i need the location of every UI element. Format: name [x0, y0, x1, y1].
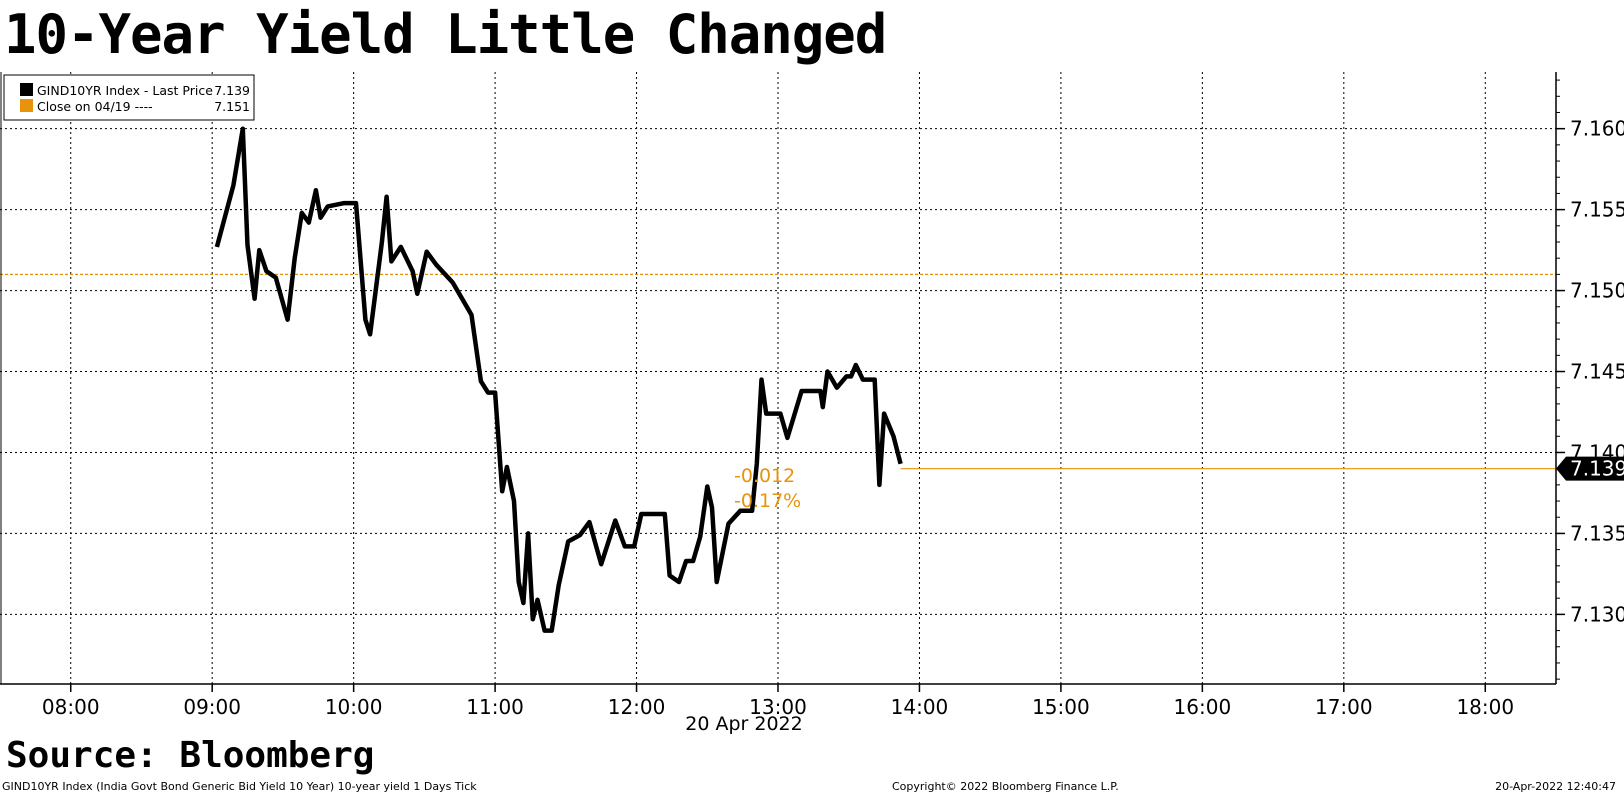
- last-value-badge: 7.139: [1556, 456, 1624, 481]
- legend-value-last-price: 7.139: [214, 83, 250, 98]
- change-pct-annotation: -0.17%: [734, 490, 801, 512]
- footer-timestamp: 20-Apr-2022 12:40:47: [1495, 780, 1616, 793]
- last-value-badge-shape: [1556, 456, 1624, 481]
- x-tick-label-8: 16:00: [1174, 695, 1232, 719]
- legend-swatch-close: [20, 99, 33, 112]
- x-tick-label-9: 17:00: [1315, 695, 1373, 719]
- legend: GIND10YR Index - Last Price 7.139 Close …: [3, 74, 255, 121]
- series-line-gind10yr: [214, 126, 903, 633]
- legend-value-close: 7.151: [214, 99, 250, 114]
- y-tick-label-5: 7.155: [1570, 198, 1624, 222]
- footer-description: GIND10YR Index (India Govt Bond Generic …: [2, 780, 477, 793]
- last-value-text: 7.139: [1570, 457, 1624, 481]
- x-tick-label-10: 18:00: [1456, 695, 1514, 719]
- x-tick-label-7: 15:00: [1032, 695, 1090, 719]
- legend-swatch-last-price: [20, 83, 33, 96]
- y-tick-label-3: 7.145: [1570, 360, 1624, 384]
- legend-label-last-price: GIND10YR Index - Last Price: [37, 83, 213, 98]
- x-tick-label-5: 13:00: [749, 695, 807, 719]
- source-label: Source: Bloomberg: [6, 735, 375, 776]
- x-tick-labels: 08:00 09:00 10:00 11:00 12:00 13:00 14:00 15:00…: [42, 684, 1514, 719]
- y-tick-label-0: 7.130: [1570, 602, 1624, 626]
- x-tick-label-2: 10:00: [325, 695, 383, 719]
- legend-label-close: Close on 04/19 ----: [37, 99, 153, 114]
- y-tick-label-6: 7.160: [1570, 117, 1624, 141]
- x-tick-label-3: 11:00: [466, 695, 524, 719]
- x-tick-label-1: 09:00: [183, 695, 241, 719]
- x-tick-label-6: 14:00: [891, 695, 949, 719]
- x-tick-label-0: 08:00: [42, 695, 100, 719]
- x-date-label: 20 Apr 2022: [685, 713, 802, 735]
- y-tick-label-1: 7.135: [1570, 521, 1624, 545]
- change-annotation: -0.012: [734, 465, 795, 487]
- grid-lines: [0, 72, 1556, 684]
- x-tick-label-4: 12:00: [608, 695, 666, 719]
- y-tick-label-4: 7.150: [1570, 279, 1624, 303]
- footer-copyright: Copyright© 2022 Bloomberg Finance L.P.: [892, 780, 1119, 793]
- chart-title: 10-Year Yield Little Changed: [4, 3, 887, 66]
